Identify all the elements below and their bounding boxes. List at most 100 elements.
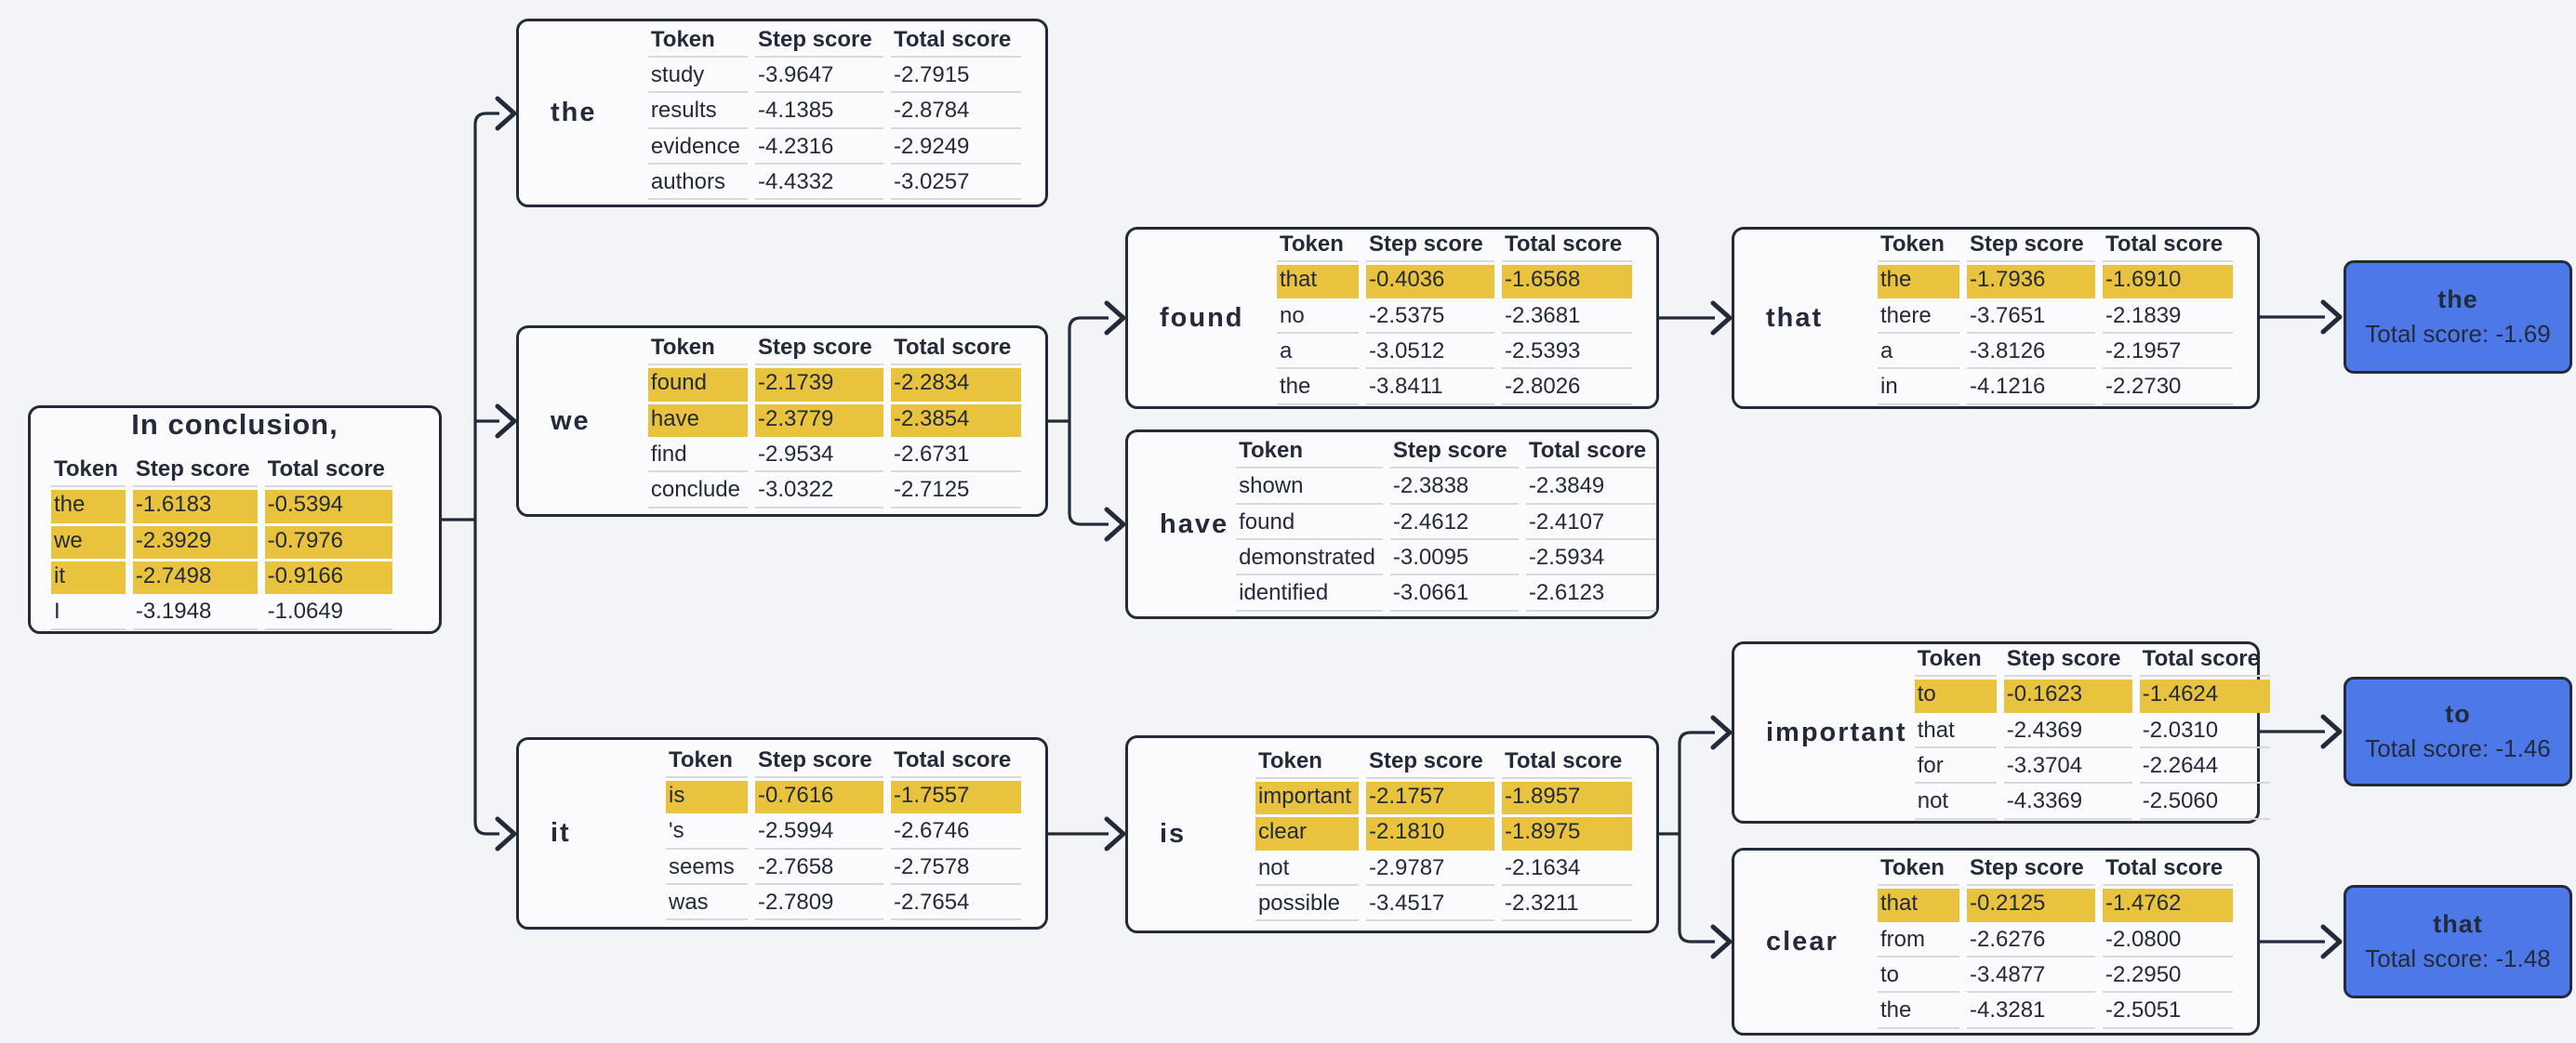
candidate-row: shown -2.3838 -2.3849 xyxy=(1236,471,1656,505)
candidate-row: it -2.7498 -0.9166 xyxy=(51,561,392,595)
column-header: Token xyxy=(51,455,126,488)
arrowhead-to-it xyxy=(495,816,517,852)
token-node-root: In conclusion, Token Step score Total scor… xyxy=(28,405,442,634)
total-score-cell: -2.3681 xyxy=(1502,301,1632,334)
candidate-row: study -3.9647 -2.7915 xyxy=(647,60,1021,94)
node-token-label: important xyxy=(1766,717,1907,747)
node-token-label: it xyxy=(551,818,571,848)
total-score-cell: -2.2834 xyxy=(891,368,1021,402)
result-token-label: to xyxy=(2445,700,2471,728)
candidate-row: from -2.6276 -2.0800 xyxy=(1878,925,2233,957)
column-header: Token xyxy=(647,26,748,58)
step-score-cell: -2.6276 xyxy=(1967,925,2095,957)
node-token-label: is xyxy=(1160,819,1187,849)
total-score-cell: -1.6910 xyxy=(2103,265,2233,298)
score-table-header-row: Token Step score Total score xyxy=(1277,231,1632,263)
result-total-score: Total score: -1.46 xyxy=(2365,734,2551,762)
token-node-clear: clear Token Step score Total score that -0.… xyxy=(1732,848,2260,1036)
token-cell: not xyxy=(1914,786,1997,820)
score-table: Token Step score Total score shown -2.3838-… xyxy=(1228,434,1664,614)
token-cell: demonstrated xyxy=(1236,543,1383,576)
connector-we-to-children xyxy=(1048,300,1126,542)
candidate-row: there -3.7651 -2.1839 xyxy=(1878,301,2233,334)
candidate-row: the -1.7936 -1.6910 xyxy=(1878,265,2233,298)
total-score-cell: -2.4107 xyxy=(1525,508,1656,540)
token-cell: possible xyxy=(1255,889,1359,922)
token-cell: a xyxy=(1277,337,1359,370)
candidate-row: 's -2.5994 -2.6746 xyxy=(666,816,1021,850)
score-table: Token Step score Total score that -0.2125 -1… xyxy=(1870,852,2240,1031)
step-score-cell: -2.7498 xyxy=(132,561,258,595)
token-cell: conclude xyxy=(647,475,748,508)
column-header: Token xyxy=(1878,231,1959,263)
score-table-wrap: Token Step score Total score the -1.7936 -1.… xyxy=(1870,228,2240,407)
result-node-leaf-to: to Total score: -1.46 xyxy=(2344,677,2572,786)
column-header: Step score xyxy=(1389,437,1519,469)
token-cell: found xyxy=(1236,508,1383,540)
candidate-row: not -4.3369 -2.5060 xyxy=(1914,786,2270,820)
arrowhead-to-the xyxy=(495,96,517,131)
score-table-wrap: Token Step score Total score found -2.1739-… xyxy=(641,331,1029,510)
node-token-label: we xyxy=(551,405,591,436)
score-table: Token Step score Total score to -0.1623 -1.4… xyxy=(1907,642,2277,822)
arrowhead-to-important xyxy=(1710,715,1733,750)
step-score-cell: -2.4369 xyxy=(2003,716,2132,748)
total-score-cell: -2.3849 xyxy=(1525,471,1656,505)
score-table-wrap: Token Step score Total score is -0.7616 -1.7… xyxy=(658,744,1029,923)
candidate-row: find -2.9534 -2.6731 xyxy=(647,440,1021,473)
score-table-wrap: Token Step score Total score the -1.6183 -0.… xyxy=(44,453,400,632)
token-cell: 's xyxy=(666,816,748,850)
node-token-label: clear xyxy=(1766,926,1839,957)
step-score-cell: -4.2316 xyxy=(755,132,883,165)
total-score-cell: -2.0800 xyxy=(2103,925,2233,957)
candidate-row: I -3.1948 -1.0649 xyxy=(51,597,392,630)
step-score-cell: -2.1739 xyxy=(755,368,883,402)
total-score-cell: -0.7976 xyxy=(264,525,392,559)
step-score-cell: -0.2125 xyxy=(1967,889,2095,922)
step-score-cell: -3.8411 xyxy=(1366,372,1494,405)
connector-root-to-children xyxy=(442,96,517,852)
node-token-label: In conclusion, xyxy=(131,408,339,442)
token-cell: is xyxy=(666,780,748,814)
step-score-cell: -2.3779 xyxy=(755,403,883,437)
column-header: Total score xyxy=(264,455,392,488)
score-table: Token Step score Total score is -0.7616 -1.7… xyxy=(658,744,1029,923)
candidate-row: seems -2.7658 -2.7578 xyxy=(666,852,1021,885)
token-cell: results xyxy=(647,96,748,129)
column-header: Step score xyxy=(132,455,258,488)
token-cell: authors xyxy=(647,167,748,201)
arrowhead-to-result-the xyxy=(2320,299,2343,335)
node-token-label: found xyxy=(1160,302,1244,333)
total-score-cell: -2.5060 xyxy=(2139,786,2270,820)
result-total-score: Total score: -1.48 xyxy=(2365,944,2551,972)
token-cell: study xyxy=(647,60,748,94)
step-score-cell: -2.1810 xyxy=(1366,817,1494,851)
result-token-label: the xyxy=(2437,285,2478,313)
total-score-cell: -1.0649 xyxy=(264,597,392,630)
step-score-cell: -3.9647 xyxy=(755,60,883,94)
score-table: Token Step score Total score the -1.7936 -1.… xyxy=(1870,228,2240,407)
column-header: Token xyxy=(1914,645,1997,678)
candidate-row: a -3.8126 -2.1957 xyxy=(1878,337,2233,370)
column-header: Step score xyxy=(1366,747,1494,779)
node-token-label: have xyxy=(1160,508,1229,539)
step-score-cell: -2.3838 xyxy=(1389,471,1519,505)
column-header: Total score xyxy=(891,746,1021,778)
candidate-row: the -3.8411 -2.8026 xyxy=(1277,372,1632,405)
connector-is-to-children xyxy=(1659,715,1733,959)
step-score-cell: -0.4036 xyxy=(1366,265,1494,298)
column-header: Token xyxy=(1277,231,1359,263)
column-header: Token xyxy=(1255,747,1359,779)
total-score-cell: -2.8026 xyxy=(1502,372,1632,405)
score-table-wrap: Token Step score Total score that -0.4036 -1… xyxy=(1269,228,1640,407)
column-header: Step score xyxy=(755,334,883,366)
token-cell: shown xyxy=(1236,471,1383,505)
connector-important-to-result xyxy=(2260,714,2343,749)
token-node-it: it Token Step score Total score is -0.7616-… xyxy=(516,737,1048,930)
total-score-cell: -2.7578 xyxy=(891,852,1021,885)
score-table-header-row: Token Step score Total score xyxy=(1236,437,1656,469)
step-score-cell: -2.3929 xyxy=(132,525,258,559)
total-score-cell: -1.6568 xyxy=(1502,265,1632,298)
